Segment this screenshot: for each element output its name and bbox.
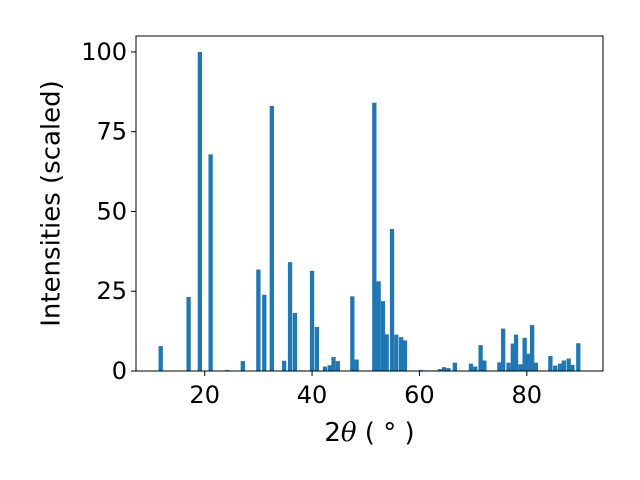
bar-17 — [331, 356, 336, 371]
y-tick-label-1: 25 — [96, 277, 127, 305]
bar-28 — [402, 340, 408, 371]
y-axis-label: Intensities (scaled) — [37, 80, 67, 327]
bar-10 — [287, 262, 293, 371]
bar-39 — [482, 360, 487, 371]
bar-23 — [380, 301, 386, 371]
bar-1 — [186, 296, 191, 371]
bar-34 — [446, 368, 451, 371]
y-tick-label-3: 75 — [96, 118, 127, 146]
x-tick-label-2: 60 — [404, 381, 435, 409]
bar-13 — [309, 270, 315, 371]
bar-46 — [522, 337, 527, 371]
bar-52 — [557, 363, 563, 371]
bar-15 — [322, 366, 328, 371]
bar-48 — [530, 325, 535, 371]
bar-49 — [533, 362, 539, 371]
bar-33 — [441, 367, 447, 371]
plot-frame — [135, 35, 604, 372]
y-tick-label-4: 100 — [81, 38, 127, 66]
bar-53 — [561, 360, 566, 371]
bar-41 — [501, 328, 506, 371]
bar-47 — [526, 353, 531, 371]
bar-18 — [335, 361, 340, 371]
y-tick-label-0: 0 — [112, 357, 127, 385]
bar-37 — [473, 366, 478, 371]
bar-7 — [262, 294, 267, 371]
bar-54 — [566, 358, 571, 371]
bar-45 — [518, 364, 523, 371]
bar-43 — [510, 343, 515, 371]
x-tick-label-3: 80 — [512, 381, 543, 409]
bar-11 — [292, 312, 298, 371]
bar-25 — [389, 229, 395, 371]
bar-44 — [513, 334, 519, 371]
bars-group — [158, 51, 581, 372]
bar-50 — [548, 356, 553, 371]
bar-42 — [506, 362, 511, 371]
x-tick-label-1: 40 — [297, 381, 328, 409]
bar-35 — [452, 362, 457, 371]
x-axis-ticks: 20 40 60 80 — [189, 371, 542, 409]
x-tick-label-0: 20 — [189, 381, 220, 409]
y-axis-ticks: 0 25 50 75 100 — [81, 38, 136, 385]
x-axis-label-symbol: θ — [341, 418, 357, 448]
bar-8 — [269, 105, 274, 372]
bar-55 — [570, 364, 575, 371]
bar-5 — [240, 361, 245, 371]
bar-36 — [468, 363, 474, 371]
bar-0 — [158, 346, 163, 371]
bar-20 — [354, 359, 359, 371]
bar-51 — [553, 365, 558, 371]
bar-19 — [350, 296, 355, 371]
bar-32 — [437, 369, 442, 371]
bar-26 — [394, 334, 399, 371]
bar-24 — [384, 334, 389, 371]
bar-16 — [327, 365, 332, 371]
x-axis-label-prefix: 2 — [324, 418, 341, 448]
bar-56 — [576, 343, 581, 371]
bar-3 — [208, 154, 213, 371]
bar-40 — [497, 362, 502, 371]
bar-27 — [399, 337, 404, 371]
bar-9 — [282, 360, 287, 371]
bar-21 — [372, 102, 377, 372]
x-axis-label: 2θ ( ° ) — [324, 418, 414, 448]
bar-14 — [314, 326, 320, 371]
x-axis-label-unit: ( ° ) — [357, 418, 415, 448]
bar-6 — [256, 269, 261, 371]
bar-22 — [376, 281, 381, 371]
y-tick-label-2: 50 — [96, 197, 127, 225]
bar-2 — [197, 51, 203, 371]
bar-38 — [478, 345, 483, 371]
